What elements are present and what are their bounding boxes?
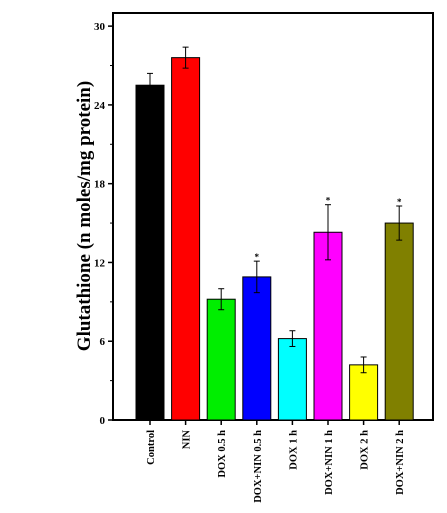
- y-tick-label: 0: [100, 415, 106, 427]
- x-category-label: DOX 1 h: [288, 430, 299, 470]
- bar-4: [242, 276, 272, 421]
- bar-2: [171, 57, 201, 421]
- significance-mark: *: [326, 196, 331, 206]
- bars: * * *: [135, 46, 414, 421]
- plot-frame: [112, 12, 434, 421]
- y-tick-label: 6: [100, 336, 106, 348]
- x-category-label: DOX+NIN 2 h: [395, 430, 406, 495]
- x-category-label: DOX 2 h: [360, 430, 371, 470]
- bar-6: [313, 231, 343, 421]
- y-axis-title: Glutathione (n moles/mg protein): [74, 81, 95, 351]
- bar-3: [206, 298, 236, 421]
- significance-mark: *: [255, 252, 260, 262]
- y-tick-label: 12: [94, 257, 106, 269]
- x-category-label: NIN: [182, 430, 193, 450]
- bar-1: [135, 84, 165, 421]
- bar-8: [384, 222, 414, 421]
- x-category-label: Control: [146, 430, 157, 465]
- y-tick-label: 18: [94, 179, 106, 191]
- significance-mark: *: [397, 197, 402, 207]
- bar-7: [349, 364, 379, 421]
- x-category-label: DOX 0.5 h: [217, 430, 228, 478]
- x-axis: Control NIN DOX 0.5 h DOX+NIN 0.5 h DOX 1 h D…: [146, 420, 406, 503]
- y-axis: 0 6 12 18 24 30: [94, 21, 113, 427]
- bar-5: [277, 338, 307, 421]
- y-tick-label: 30: [94, 21, 106, 33]
- x-category-label: DOX+NIN 1 h: [324, 430, 335, 495]
- y-tick-label: 24: [94, 100, 106, 112]
- x-category-label: DOX+NIN 0.5 h: [253, 430, 264, 503]
